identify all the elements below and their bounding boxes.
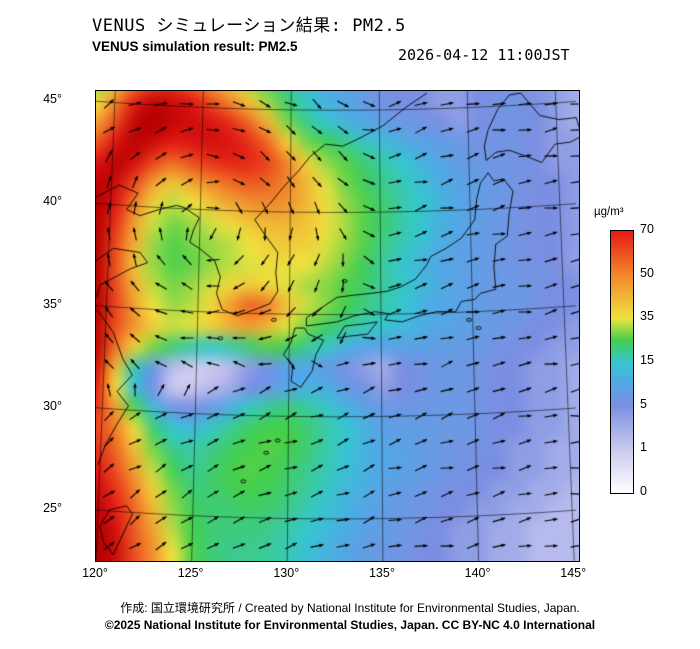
colorbar-tick-label: 5	[640, 396, 647, 411]
colorbar-tick-label: 15	[640, 353, 654, 367]
map-overlay-graticule-coastlines-wind-arrows	[96, 91, 579, 561]
lon-axis-tick-label: 145°	[560, 566, 587, 580]
map	[95, 90, 580, 562]
lon-axis-tick-label: 125°	[177, 566, 204, 580]
lon-axis-tick-label: 135°	[368, 566, 395, 580]
lat-axis-tick-label: 40°	[43, 194, 62, 209]
copyright-text: ©2025 National Institute for Environment…	[104, 618, 596, 632]
credit-text: 作成: 国立環境研究所 / Created by National Instit…	[120, 601, 580, 615]
colorbar-tick-label: 0	[640, 484, 647, 498]
lon-axis-tick-label: 140°	[464, 566, 491, 580]
lon-axis-tick-label: 130°	[273, 566, 300, 580]
page-title-japanese: VENUS シミュレーション結果: PM2.5	[92, 16, 406, 36]
lat-axis-tick-label: 45°	[43, 92, 62, 107]
colorbar-unit-label: µg/m³	[594, 206, 624, 218]
lat-axis-tick-label: 35°	[43, 296, 62, 311]
simulation-timestamp: 2026-04-12 11:00JST	[398, 46, 570, 64]
colorbar-tick-label: 1	[640, 440, 647, 455]
page-title-english: VENUS simulation result: PM2.5	[92, 39, 298, 54]
colorbar-tick-label: 50	[640, 265, 654, 280]
lon-axis-tick-label: 120°	[82, 566, 108, 580]
colorbar-tick-label: 35	[640, 309, 654, 324]
lat-axis-tick-label: 30°	[43, 398, 62, 413]
lat-axis-tick-label: 25°	[43, 500, 62, 515]
pm25-colorbar	[610, 230, 634, 494]
colorbar-tick-label: 70	[640, 222, 654, 236]
